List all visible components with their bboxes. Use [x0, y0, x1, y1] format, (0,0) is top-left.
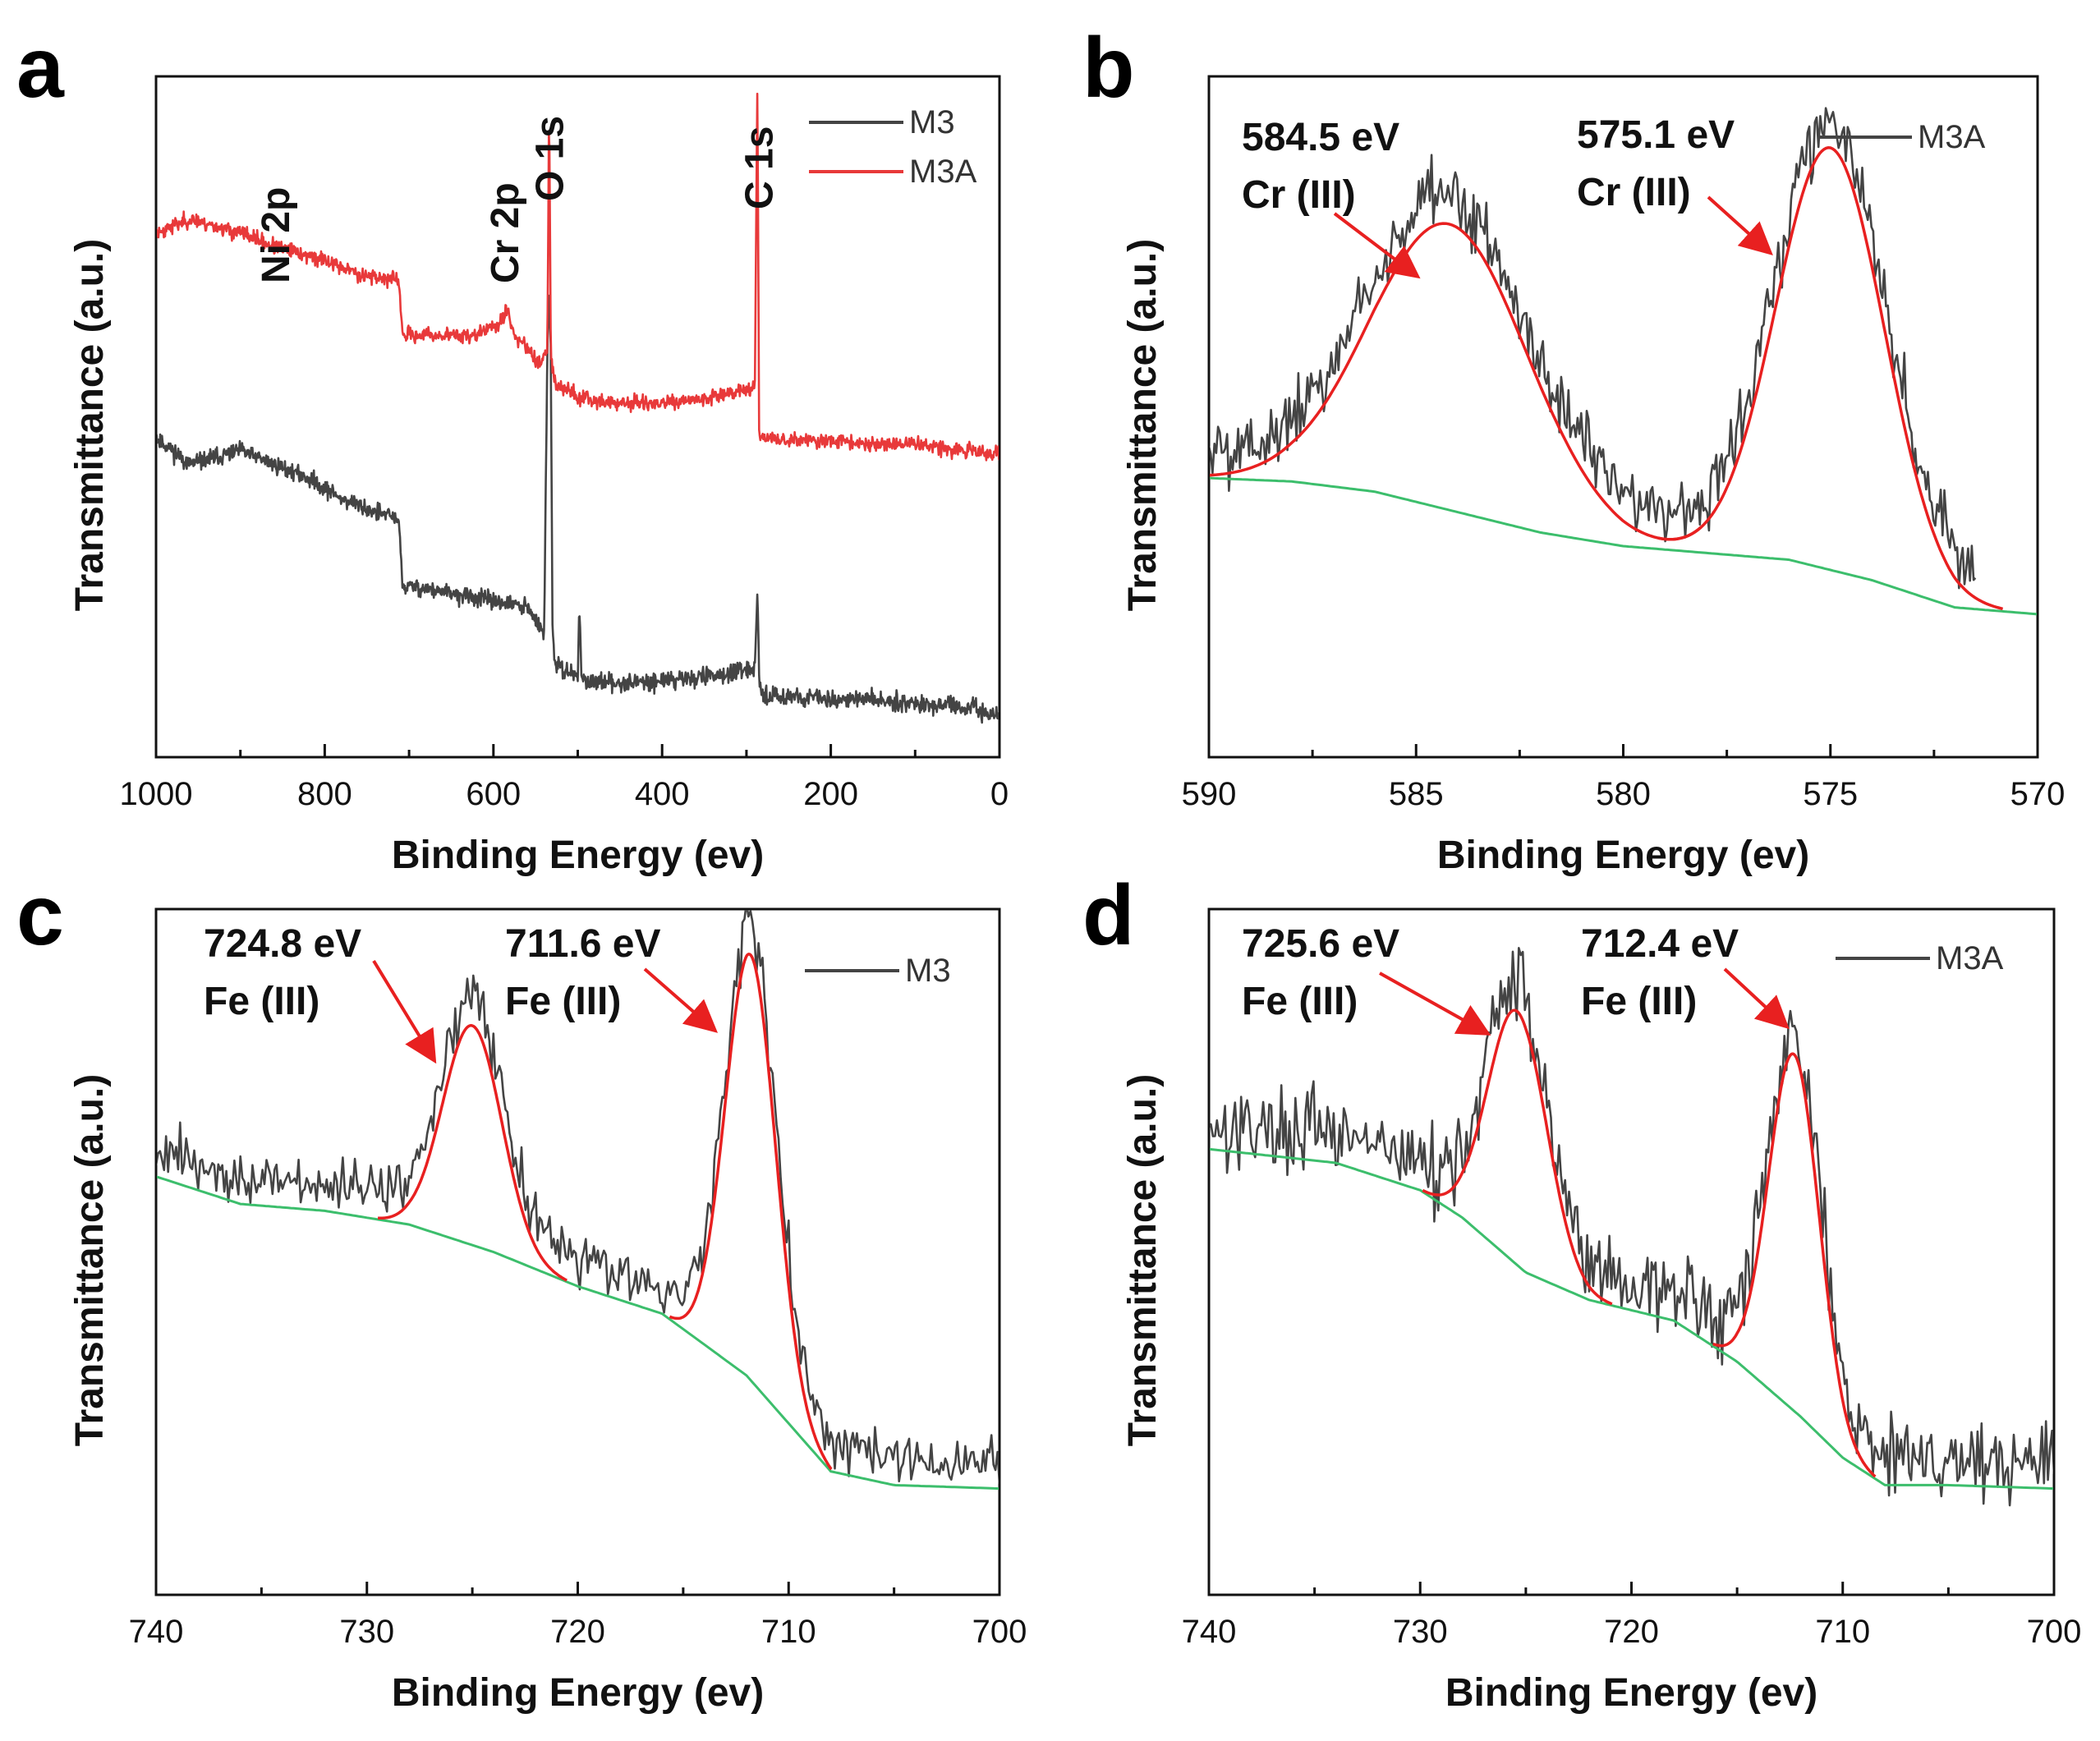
peak-state-label: Fe (III)	[1581, 980, 1697, 1023]
plot-data	[157, 910, 999, 1491]
peak-annotation: C 1s	[738, 126, 781, 209]
legend-label: M3A	[1936, 940, 2004, 976]
y-axis-title: Transmittance (a.u.)	[1121, 1074, 1165, 1446]
x-tick-label: 720	[1604, 1614, 1659, 1650]
peak-arrow	[1333, 212, 1421, 279]
x-tick-label: 740	[129, 1614, 184, 1650]
background-line	[1210, 1147, 2053, 1491]
y-axis-title: Transmittance (a.u.)	[1121, 239, 1165, 611]
x-tick-label: 800	[297, 776, 352, 812]
peak-state-label: Cr (III)	[1242, 173, 1356, 217]
fit-peak-line-2	[669, 952, 833, 1471]
peak-arrow	[1379, 972, 1491, 1036]
peak-energy-label: 711.6 eV	[505, 922, 661, 966]
legend-label: M3	[905, 953, 951, 989]
y-axis-title: Transmittance (a.u.)	[68, 1074, 112, 1446]
panel-label-d: d	[1082, 868, 1135, 963]
panel-label-b: b	[1082, 21, 1135, 116]
x-tick-label: 700	[2027, 1614, 2082, 1650]
peak-arrow	[1723, 967, 1790, 1030]
raw-spectrum-line	[1210, 107, 1977, 590]
x-tick-label: 720	[550, 1614, 605, 1650]
x-tick-label: 1000	[120, 776, 193, 812]
peak-annotation: Ni 2p	[255, 187, 298, 283]
background-line	[1210, 476, 2037, 616]
plot-data	[1210, 947, 2053, 1507]
x-tick-label: 575	[1803, 776, 1858, 812]
peak-arrow	[643, 967, 719, 1033]
peak-energy-label: 725.6 eV	[1242, 922, 1399, 966]
x-tick-label: 580	[1596, 776, 1651, 812]
x-tick-label: 730	[339, 1614, 394, 1650]
x-tick-label: 200	[803, 776, 858, 812]
peak-energy-label: 584.5 eV	[1242, 116, 1399, 159]
x-axis-title: Binding Energy (ev)	[392, 834, 764, 877]
chart-panel-a: 1000 800 600 400 200 0 Binding Energy (ev) Tran…	[68, 75, 1009, 877]
x-axis-title: Binding Energy (ev)	[392, 1671, 764, 1715]
x-tick-label: 585	[1389, 776, 1444, 812]
fit-peak-line-1	[1422, 1008, 1613, 1306]
x-tick-label: 400	[635, 776, 690, 812]
panel-label-a: a	[16, 21, 65, 116]
x-tick-label: 730	[1393, 1614, 1448, 1650]
x-tick-label: 740	[1182, 1614, 1237, 1650]
peak-state-label: Cr (III)	[1577, 171, 1691, 214]
plot-data	[157, 92, 999, 724]
chart-panel-d: 740 730 720 710 700 Binding Energy (ev) Transm…	[1121, 907, 2082, 1715]
raw-spectrum-line	[157, 910, 999, 1484]
legend-label: M3A	[1918, 119, 1986, 155]
panel-label-c: c	[16, 868, 64, 963]
x-tick-label: 0	[990, 776, 1009, 812]
peak-energy-label: 724.8 eV	[204, 922, 361, 966]
x-tick-label: 710	[1815, 1614, 1870, 1650]
series-line-m3	[157, 294, 999, 724]
raw-spectrum-line	[1210, 947, 2053, 1507]
peak-state-label: Fe (III)	[1242, 980, 1358, 1023]
peak-state-label: Fe (III)	[204, 980, 319, 1023]
peak-energy-label: 712.4 eV	[1581, 922, 1739, 966]
chart-panel-b: 590 585 580 575 570 Binding Energy (ev) Transm…	[1121, 75, 2066, 877]
peak-energy-label: 575.1 eV	[1577, 113, 1735, 157]
legend-label-m3a: M3A	[909, 154, 977, 190]
background-line	[157, 1175, 999, 1491]
x-axis-title: Binding Energy (ev)	[1445, 1671, 1817, 1715]
peak-annotation: Cr 2p	[484, 182, 527, 283]
peak-state-label: Fe (III)	[505, 980, 621, 1023]
x-axis-title: Binding Energy (ev)	[1437, 834, 1809, 877]
legend-label-m3: M3	[909, 104, 955, 140]
x-tick-label: 590	[1182, 776, 1237, 812]
peak-arrow	[372, 959, 437, 1064]
series-line-m3a	[157, 92, 999, 462]
peak-annotation: O 1s	[529, 116, 572, 201]
chart-panel-c: 740 730 720 710 700 Binding Energy (ev) Transm…	[68, 907, 1027, 1715]
x-tick-label: 710	[761, 1614, 816, 1650]
x-tick-label: 600	[466, 776, 521, 812]
plot-data	[1210, 107, 2037, 616]
fit-peak-line-2	[1657, 146, 2004, 611]
fit-peak-line-1	[1210, 222, 1703, 541]
x-tick-label: 570	[2010, 776, 2066, 812]
y-axis-title: Transmittance (a.u.)	[68, 239, 112, 611]
fit-peak-line-1	[378, 1023, 568, 1282]
fit-peak-line-2	[1712, 1052, 1877, 1478]
x-tick-label: 700	[972, 1614, 1027, 1650]
peak-arrow	[1707, 195, 1773, 256]
